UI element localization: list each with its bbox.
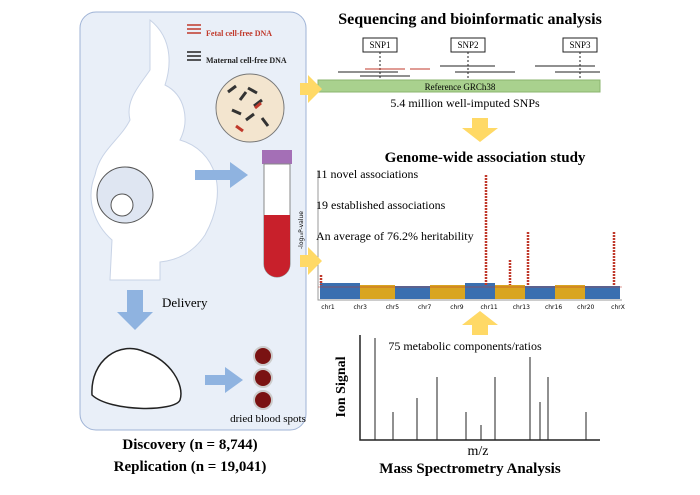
- ms-x-label: m/z: [468, 444, 489, 459]
- ms-caption: 75 metabolic components/ratios: [388, 339, 542, 353]
- reference-label: Reference GRCh38: [425, 82, 496, 92]
- tube-blood: [264, 215, 290, 277]
- ms-y-label: Ion Signal: [334, 356, 349, 417]
- dna-fragments: [227, 84, 270, 127]
- sequencing-caption: 5.4 million well-imputed SNPs: [390, 96, 540, 110]
- gwas-y-label: -log₁₀P-value: [298, 211, 305, 249]
- dna-circle: [215, 73, 285, 143]
- snp-label: SNP1: [369, 40, 390, 50]
- fetal-dna-label: Fetal cell-free DNA: [206, 29, 272, 38]
- snp-label: SNP3: [569, 40, 591, 50]
- manhattan-points: [318, 175, 622, 299]
- arrow-yellow: [300, 75, 322, 103]
- baby: [91, 347, 182, 410]
- arrow-spots: [205, 367, 243, 393]
- reads: [338, 52, 600, 82]
- chromosome-label: chr3: [354, 304, 368, 311]
- arrow-yellow: [462, 118, 498, 142]
- manhattan-axes: [317, 170, 622, 301]
- fetus-head: [110, 193, 134, 217]
- snp-label: SNP2: [457, 40, 478, 50]
- ms-title: Mass Spectrometry Analysis: [379, 461, 561, 477]
- tube-cap: [262, 150, 292, 164]
- arrow-right: [195, 162, 248, 188]
- snp-boxes: [362, 37, 598, 53]
- chromosome-label: chr9: [450, 304, 464, 311]
- gwas-note: An average of 76.2% heritability: [316, 229, 474, 243]
- arrow-down: [117, 290, 153, 330]
- fetal-fragments: [235, 101, 262, 133]
- delivery-label: Delivery: [162, 295, 208, 310]
- ms-axes: [359, 335, 600, 441]
- gwas-note: 19 established associations: [316, 198, 446, 212]
- chromosome-label: chrX: [611, 304, 625, 311]
- chromosome-label: chr13: [513, 304, 530, 311]
- chromosome-label: chr7: [418, 304, 432, 311]
- gwas-title: Genome-wide association study: [385, 150, 586, 166]
- chromosome-label: chr5: [386, 304, 400, 311]
- chromosome-labels: chr1 chr3 chr5 chr7 chr9 chr11 chr13 chr16 chr20…: [321, 304, 625, 311]
- chromosome-label: chr11: [481, 304, 498, 311]
- discovery-label: Discovery (n = 8,744): [122, 437, 257, 453]
- arrow-yellow: [300, 247, 322, 275]
- chromosome-label: chr20: [577, 304, 594, 311]
- replication-label: Replication (n = 19,041): [114, 459, 267, 475]
- maternal-dna-label: Maternal cell-free DNA: [206, 56, 287, 65]
- gwas-note: 11 novel associations: [316, 167, 419, 181]
- blood-spots-label: dried blood spots: [230, 413, 306, 425]
- chromosome-label: chr16: [545, 304, 562, 311]
- sequencing-title: Sequencing and bioinformatic analysis: [338, 11, 602, 28]
- chromosome-label: chr1: [321, 304, 335, 311]
- ms-peaks: [374, 338, 587, 440]
- dna-legend: [187, 24, 201, 61]
- arrow-yellow: [462, 311, 498, 335]
- blood-spots: [253, 346, 273, 410]
